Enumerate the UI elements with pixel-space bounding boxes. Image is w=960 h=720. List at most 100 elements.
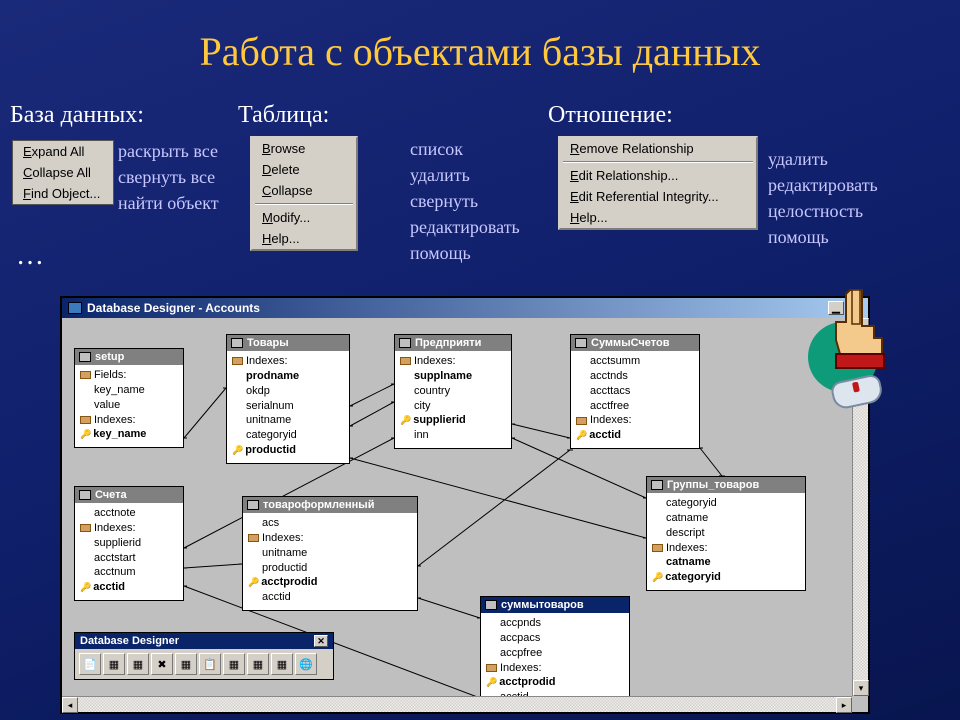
- scroll-down-button[interactable]: ▾: [853, 680, 869, 696]
- menu-item[interactable]: Find Object...: [13, 183, 113, 204]
- table-title: суммытоваров: [501, 599, 584, 611]
- section-db-label: База данных:: [10, 102, 144, 129]
- field[interactable]: supplname: [400, 369, 506, 384]
- field[interactable]: categoryid: [652, 496, 800, 511]
- section-header: Indexes:: [666, 541, 708, 556]
- menu-item[interactable]: Help...: [560, 207, 756, 228]
- toolbar-button[interactable]: ✖: [151, 653, 173, 675]
- field[interactable]: acctnds: [576, 369, 694, 384]
- field[interactable]: acctnum: [80, 565, 178, 580]
- table-суммытоваров[interactable]: суммытоваровaccpndsaccpacsaccpfreeIndexe…: [480, 596, 630, 696]
- section-header: Indexes:: [246, 354, 288, 369]
- table-товароформленный[interactable]: товароформленныйacsIndexes:unitnameprodu…: [242, 496, 418, 611]
- horizontal-scrollbar[interactable]: ◂ ▸: [62, 696, 852, 712]
- field[interactable]: unitname: [232, 413, 344, 428]
- field[interactable]: acctid: [248, 590, 412, 605]
- key-field[interactable]: productid: [232, 443, 344, 458]
- translation-line: раскрыть все: [118, 138, 219, 164]
- field[interactable]: acctnote: [80, 506, 178, 521]
- section-header: Indexes:: [414, 354, 456, 369]
- menu-item[interactable]: Help...: [252, 228, 356, 249]
- rel-translations: удалитьредактироватьцелостностьпомощь: [768, 146, 878, 250]
- key-field[interactable]: key_name: [80, 427, 178, 442]
- field[interactable]: country: [400, 384, 506, 399]
- field[interactable]: catname: [652, 511, 800, 526]
- table-title: Группы_товаров: [667, 479, 759, 491]
- table-icon: [399, 338, 411, 348]
- translation-line: редактировать: [768, 172, 878, 198]
- field[interactable]: accttacs: [576, 384, 694, 399]
- menu-item[interactable]: Edit Relationship...: [560, 165, 756, 186]
- field[interactable]: accpfree: [486, 646, 624, 661]
- scroll-right-button[interactable]: ▸: [836, 697, 852, 713]
- field[interactable]: okdp: [232, 384, 344, 399]
- field[interactable]: acctfree: [576, 399, 694, 414]
- app-icon: [68, 302, 82, 314]
- key-field[interactable]: categoryid: [652, 570, 800, 585]
- key-field[interactable]: acctprodid: [486, 675, 624, 690]
- toolbar-button[interactable]: 📄: [79, 653, 101, 675]
- field[interactable]: acs: [248, 516, 412, 531]
- field[interactable]: serialnum: [232, 399, 344, 414]
- menu-item[interactable]: Delete: [252, 159, 356, 180]
- table-Группы_товаров[interactable]: Группы_товаровcategoryidcatnamedescriptI…: [646, 476, 806, 591]
- field[interactable]: descript: [652, 526, 800, 541]
- key-field[interactable]: supplierid: [400, 413, 506, 428]
- field[interactable]: value: [80, 398, 178, 413]
- toolbar-button[interactable]: 📋: [199, 653, 221, 675]
- menu-item[interactable]: Collapse All: [13, 162, 113, 183]
- field[interactable]: acctstart: [80, 551, 178, 566]
- window-titlebar: Database Designer - Accounts ▁ □: [62, 298, 868, 318]
- table-icon: [79, 490, 91, 500]
- field[interactable]: unitname: [248, 546, 412, 561]
- menu-item[interactable]: Browse: [252, 138, 356, 159]
- field[interactable]: key_name: [80, 383, 178, 398]
- field[interactable]: accpnds: [486, 616, 624, 631]
- toolbar-button[interactable]: ▦: [223, 653, 245, 675]
- translation-line: целостность: [768, 198, 878, 224]
- key-field[interactable]: acctid: [576, 428, 694, 443]
- table-Предприяти[interactable]: ПредприятиIndexes:supplnamecountrycitysu…: [394, 334, 512, 449]
- field[interactable]: inn: [400, 428, 506, 443]
- scroll-left-button[interactable]: ◂: [62, 697, 78, 713]
- key-field[interactable]: acctprodid: [248, 575, 412, 590]
- menu-item[interactable]: Collapse: [252, 180, 356, 201]
- slide-title: Работа с объектами базы данных: [0, 0, 960, 75]
- table-Счета[interactable]: СчетаacctnoteIndexes:supplieridacctstart…: [74, 486, 184, 601]
- palette-close-button[interactable]: ✕: [314, 635, 328, 647]
- table-Товары[interactable]: Товары Indexes:prodnameokdpserialnumunitn…: [226, 334, 350, 464]
- field[interactable]: categoryid: [232, 428, 344, 443]
- section-header: Fields:: [94, 368, 126, 383]
- section-header: Indexes:: [94, 521, 136, 536]
- designer-canvas[interactable]: setupFields:key_namevalueIndexes:key_nam…: [62, 318, 868, 696]
- toolbar-button[interactable]: ▦: [127, 653, 149, 675]
- section-header: Indexes:: [590, 413, 632, 428]
- toolbar-button[interactable]: ▦: [247, 653, 269, 675]
- menu-item[interactable]: Edit Referential Integrity...: [560, 186, 756, 207]
- table-setup[interactable]: setupFields:key_namevalueIndexes:key_nam…: [74, 348, 184, 448]
- field[interactable]: productid: [248, 561, 412, 576]
- toolbar-button[interactable]: ▦: [271, 653, 293, 675]
- field[interactable]: city: [400, 399, 506, 414]
- translation-line: помощь: [410, 240, 520, 266]
- menu-item[interactable]: Modify...: [252, 207, 356, 228]
- field[interactable]: accpacs: [486, 631, 624, 646]
- key-field[interactable]: acctid: [80, 580, 178, 595]
- toolbar-button[interactable]: ▦: [103, 653, 125, 675]
- menu-item[interactable]: Expand All: [13, 141, 113, 162]
- tool-palette: Database Designer ✕ 📄▦▦✖▦📋▦▦▦🌐: [74, 632, 334, 680]
- translation-line: список: [410, 136, 520, 162]
- table-translations: списокудалитьсвернутьредактироватьпомощь: [410, 136, 520, 266]
- toolbar-button[interactable]: 🌐: [295, 653, 317, 675]
- table-icon: [485, 600, 497, 610]
- field[interactable]: supplierid: [80, 536, 178, 551]
- table-СуммыСчетов[interactable]: СуммыСчетовacctsummacctndsaccttacsacctfr…: [570, 334, 700, 449]
- field[interactable]: prodname: [232, 369, 344, 384]
- menu-item[interactable]: Remove Relationship: [560, 138, 756, 159]
- database-designer-window: Database Designer - Accounts ▁ □ setupFi…: [60, 296, 870, 714]
- field[interactable]: catname: [652, 555, 800, 570]
- field[interactable]: acctsumm: [576, 354, 694, 369]
- table-title: Товары: [247, 337, 289, 349]
- table-icon: [231, 338, 243, 348]
- toolbar-button[interactable]: ▦: [175, 653, 197, 675]
